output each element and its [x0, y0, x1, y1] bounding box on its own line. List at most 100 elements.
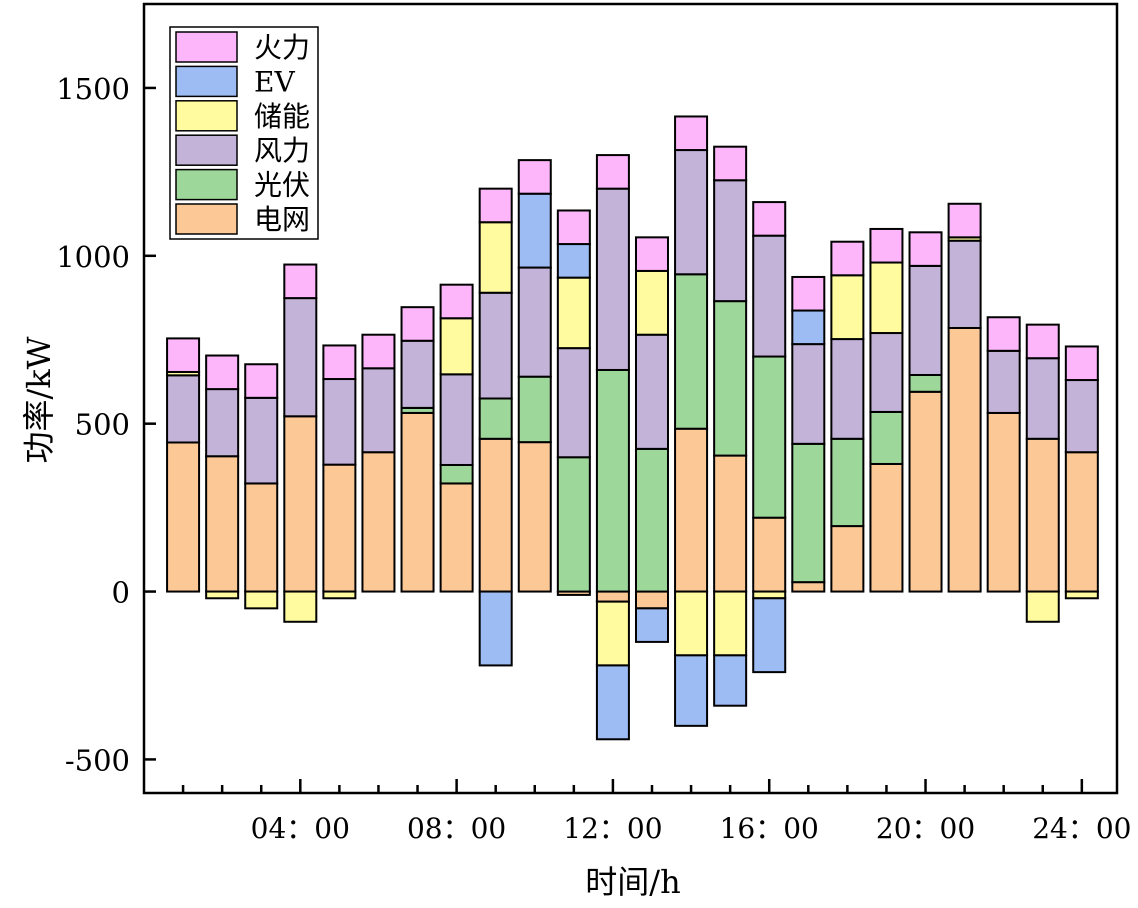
bar-segment-风力-24 — [1064, 379, 1099, 454]
bar-segment-光伏-13 — [634, 447, 669, 593]
bar-segment-火力-22 — [986, 316, 1021, 352]
y-tick-label: 1000 — [56, 240, 130, 274]
bar-segment-电网-19 — [869, 462, 904, 593]
legend-swatch-EV — [175, 65, 238, 98]
x-tick-label: 08：00 — [407, 812, 506, 845]
bar-segment-风力-9 — [478, 291, 513, 400]
bar-segment-EV-9 — [478, 590, 513, 667]
bar-segment-光伏-9 — [478, 397, 513, 440]
bar-segment-火力-10 — [517, 159, 552, 195]
bar-segment-风力-5 — [322, 378, 357, 466]
bar-segment-风力-18 — [830, 338, 865, 440]
bar-segment-火力-13 — [634, 236, 669, 272]
bar-segment-储能-15 — [713, 590, 748, 657]
bar-segment-储能-2 — [205, 590, 240, 600]
bar-segment-风力-21 — [947, 239, 982, 329]
bar-segment-光伏-10 — [517, 375, 552, 444]
axes-layer: -500 0 500 1000 1500 04：00 08：00 12：00 16：00 20：0… — [56, 72, 1131, 845]
bar-segment-电网-23 — [1025, 437, 1060, 593]
bar-segment-火力-23 — [1025, 323, 1060, 360]
bar-segment-储能-8 — [439, 317, 474, 376]
bar-segment-电网-16 — [752, 516, 787, 593]
bar-segment-光伏-20 — [908, 373, 943, 393]
x-axis-label: 时间/h — [585, 863, 680, 901]
bar-segment-风力-19 — [869, 332, 904, 413]
bar-segment-电网-21 — [947, 326, 982, 593]
bar-segment-风力-4 — [283, 297, 318, 418]
bar-segment-光伏-12 — [595, 368, 630, 593]
legend-swatch-火力 — [175, 31, 238, 63]
bar-segment-火力-6 — [361, 333, 396, 370]
bar-segment-风力-6 — [361, 367, 396, 454]
bars-layer — [166, 115, 1099, 741]
legend-label: 电网 — [254, 203, 310, 236]
bar-segment-风力-12 — [595, 187, 630, 371]
bar-segment-EV-10 — [517, 192, 552, 269]
bar-segment-EV-11 — [556, 243, 591, 279]
bar-segment-火力-2 — [205, 354, 240, 391]
bar-segment-风力-17 — [791, 343, 826, 445]
bar-segment-储能-14 — [674, 590, 709, 657]
bar-segment-风力-23 — [1025, 357, 1060, 440]
bar-segment-风力-15 — [713, 179, 748, 303]
legend-swatch-储能 — [175, 100, 238, 132]
legend-label: EV — [254, 65, 295, 98]
bar-segment-储能-12 — [595, 600, 630, 667]
bar-segment-光伏-8 — [439, 463, 474, 485]
bar-segment-电网-7 — [400, 411, 435, 593]
bar-segment-EV-14 — [674, 654, 709, 727]
bar-segment-风力-14 — [674, 149, 709, 276]
bar-segment-光伏-19 — [869, 410, 904, 465]
x-tick-label: 04：00 — [251, 812, 350, 845]
x-tick-label: 24：00 — [1032, 812, 1131, 845]
bar-segment-风力-11 — [556, 347, 591, 459]
bar-segment-电网-13 — [634, 590, 669, 610]
bar-segment-火力-4 — [283, 263, 318, 300]
bar-segment-火力-17 — [791, 275, 826, 312]
bar-segment-火力-15 — [713, 145, 748, 182]
bar-segment-光伏-18 — [830, 437, 865, 528]
bar-segment-储能-18 — [830, 274, 865, 341]
bar-segment-火力-20 — [908, 231, 943, 267]
bar-segment-储能-11 — [556, 276, 591, 350]
bar-segment-电网-1 — [166, 441, 201, 593]
bar-segment-风力-8 — [439, 373, 474, 466]
bar-segment-火力-11 — [556, 209, 591, 246]
legend-label: 光伏 — [254, 169, 310, 202]
bar-segment-EV-12 — [595, 664, 630, 741]
bar-segment-电网-6 — [361, 451, 396, 593]
bar-segment-储能-3 — [244, 590, 279, 610]
legend-swatch-风力 — [175, 134, 238, 166]
bar-segment-风力-7 — [400, 339, 435, 409]
bar-segment-储能-4 — [283, 590, 318, 623]
bar-segment-储能-19 — [869, 261, 904, 335]
bar-segment-电网-3 — [244, 482, 279, 593]
bar-segment-火力-8 — [439, 283, 474, 320]
x-tick-label: 12：00 — [563, 812, 662, 845]
x-tick-label: 16：00 — [720, 812, 819, 845]
bar-segment-风力-3 — [244, 396, 279, 485]
y-tick-label: 500 — [75, 408, 130, 442]
bar-segment-风力-10 — [517, 266, 552, 378]
bar-segment-储能-13 — [634, 269, 669, 336]
bar-segment-电网-17 — [791, 581, 826, 593]
bar-segment-火力-16 — [752, 201, 787, 237]
bar-segment-光伏-11 — [556, 456, 591, 593]
bar-segment-电网-10 — [517, 441, 552, 593]
legend-label: 火力 — [254, 31, 310, 64]
y-tick-label: 1500 — [56, 72, 130, 106]
bar-segment-火力-3 — [244, 363, 279, 399]
bar-segment-EV-17 — [791, 309, 826, 346]
plot-frame — [142, 2, 1119, 795]
bar-segment-风力-22 — [986, 349, 1021, 414]
bar-segment-储能-16 — [752, 590, 787, 600]
bar-segment-火力-24 — [1064, 345, 1099, 382]
y-tick-label: 0 — [112, 576, 130, 610]
bar-segment-电网-15 — [713, 454, 748, 593]
bar-segment-电网-4 — [283, 415, 318, 593]
bar-segment-火力-5 — [322, 344, 357, 381]
bar-segment-风力-16 — [752, 234, 787, 358]
bar-segment-储能-5 — [322, 590, 357, 600]
bar-segment-电网-9 — [478, 437, 513, 593]
